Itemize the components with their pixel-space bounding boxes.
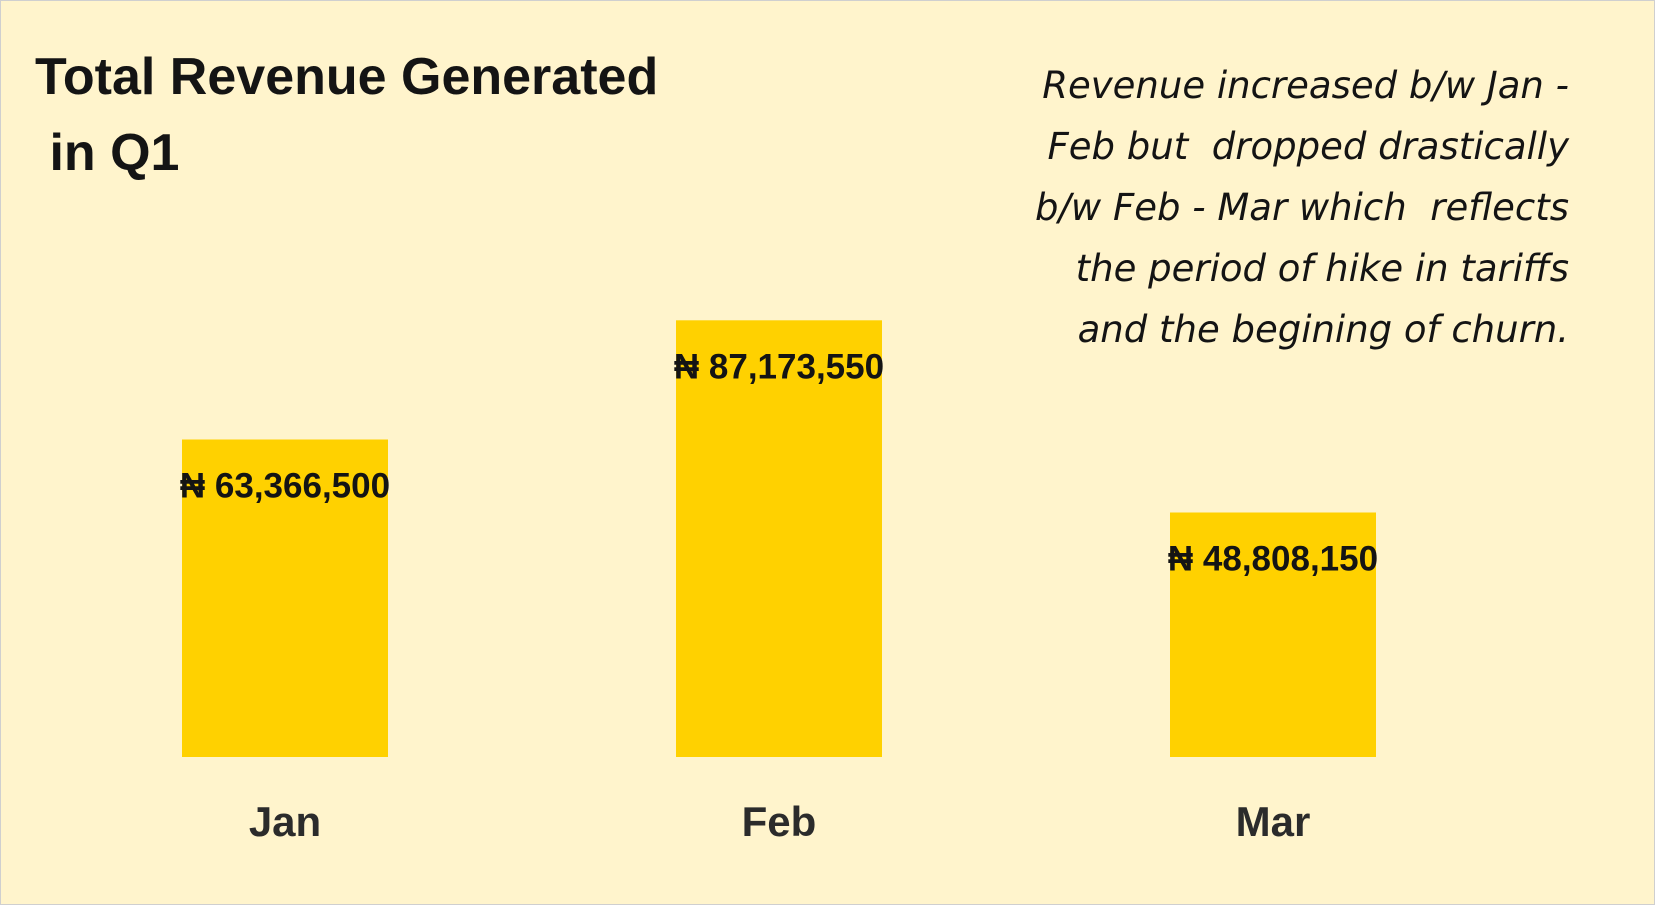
- data-label-mar: ₦ 48,808,150: [1168, 540, 1378, 579]
- chart-title: Total Revenue Generated in Q1: [35, 39, 795, 191]
- bar-jan: [182, 439, 388, 757]
- x-tick-label-feb: Feb: [742, 798, 817, 845]
- annotation-line-4: the period of hike in tariffs: [1075, 247, 1569, 290]
- chart-title-line-1: Total Revenue Generated: [35, 48, 659, 106]
- annotation-line-1: Revenue increased b/w Jan -: [1042, 64, 1569, 107]
- data-label-jan: ₦ 63,366,500: [180, 467, 390, 506]
- bar-mar: [1170, 512, 1376, 757]
- x-tick-label-mar: Mar: [1236, 798, 1311, 845]
- chart-annotation: Revenue increased b/w Jan - Feb but drop…: [901, 55, 1569, 360]
- x-tick-label-jan: Jan: [249, 798, 321, 845]
- data-label-feb: ₦ 87,173,550: [674, 347, 884, 386]
- annotation-line-5: and the begining of churn.: [1077, 308, 1569, 351]
- bar-feb: [676, 320, 882, 757]
- chart-title-line-2: in Q1: [35, 124, 180, 182]
- annotation-line-2: Feb but dropped drastically: [1047, 125, 1570, 168]
- annotation-line-3: b/w Feb - Mar which reflects: [1034, 186, 1569, 229]
